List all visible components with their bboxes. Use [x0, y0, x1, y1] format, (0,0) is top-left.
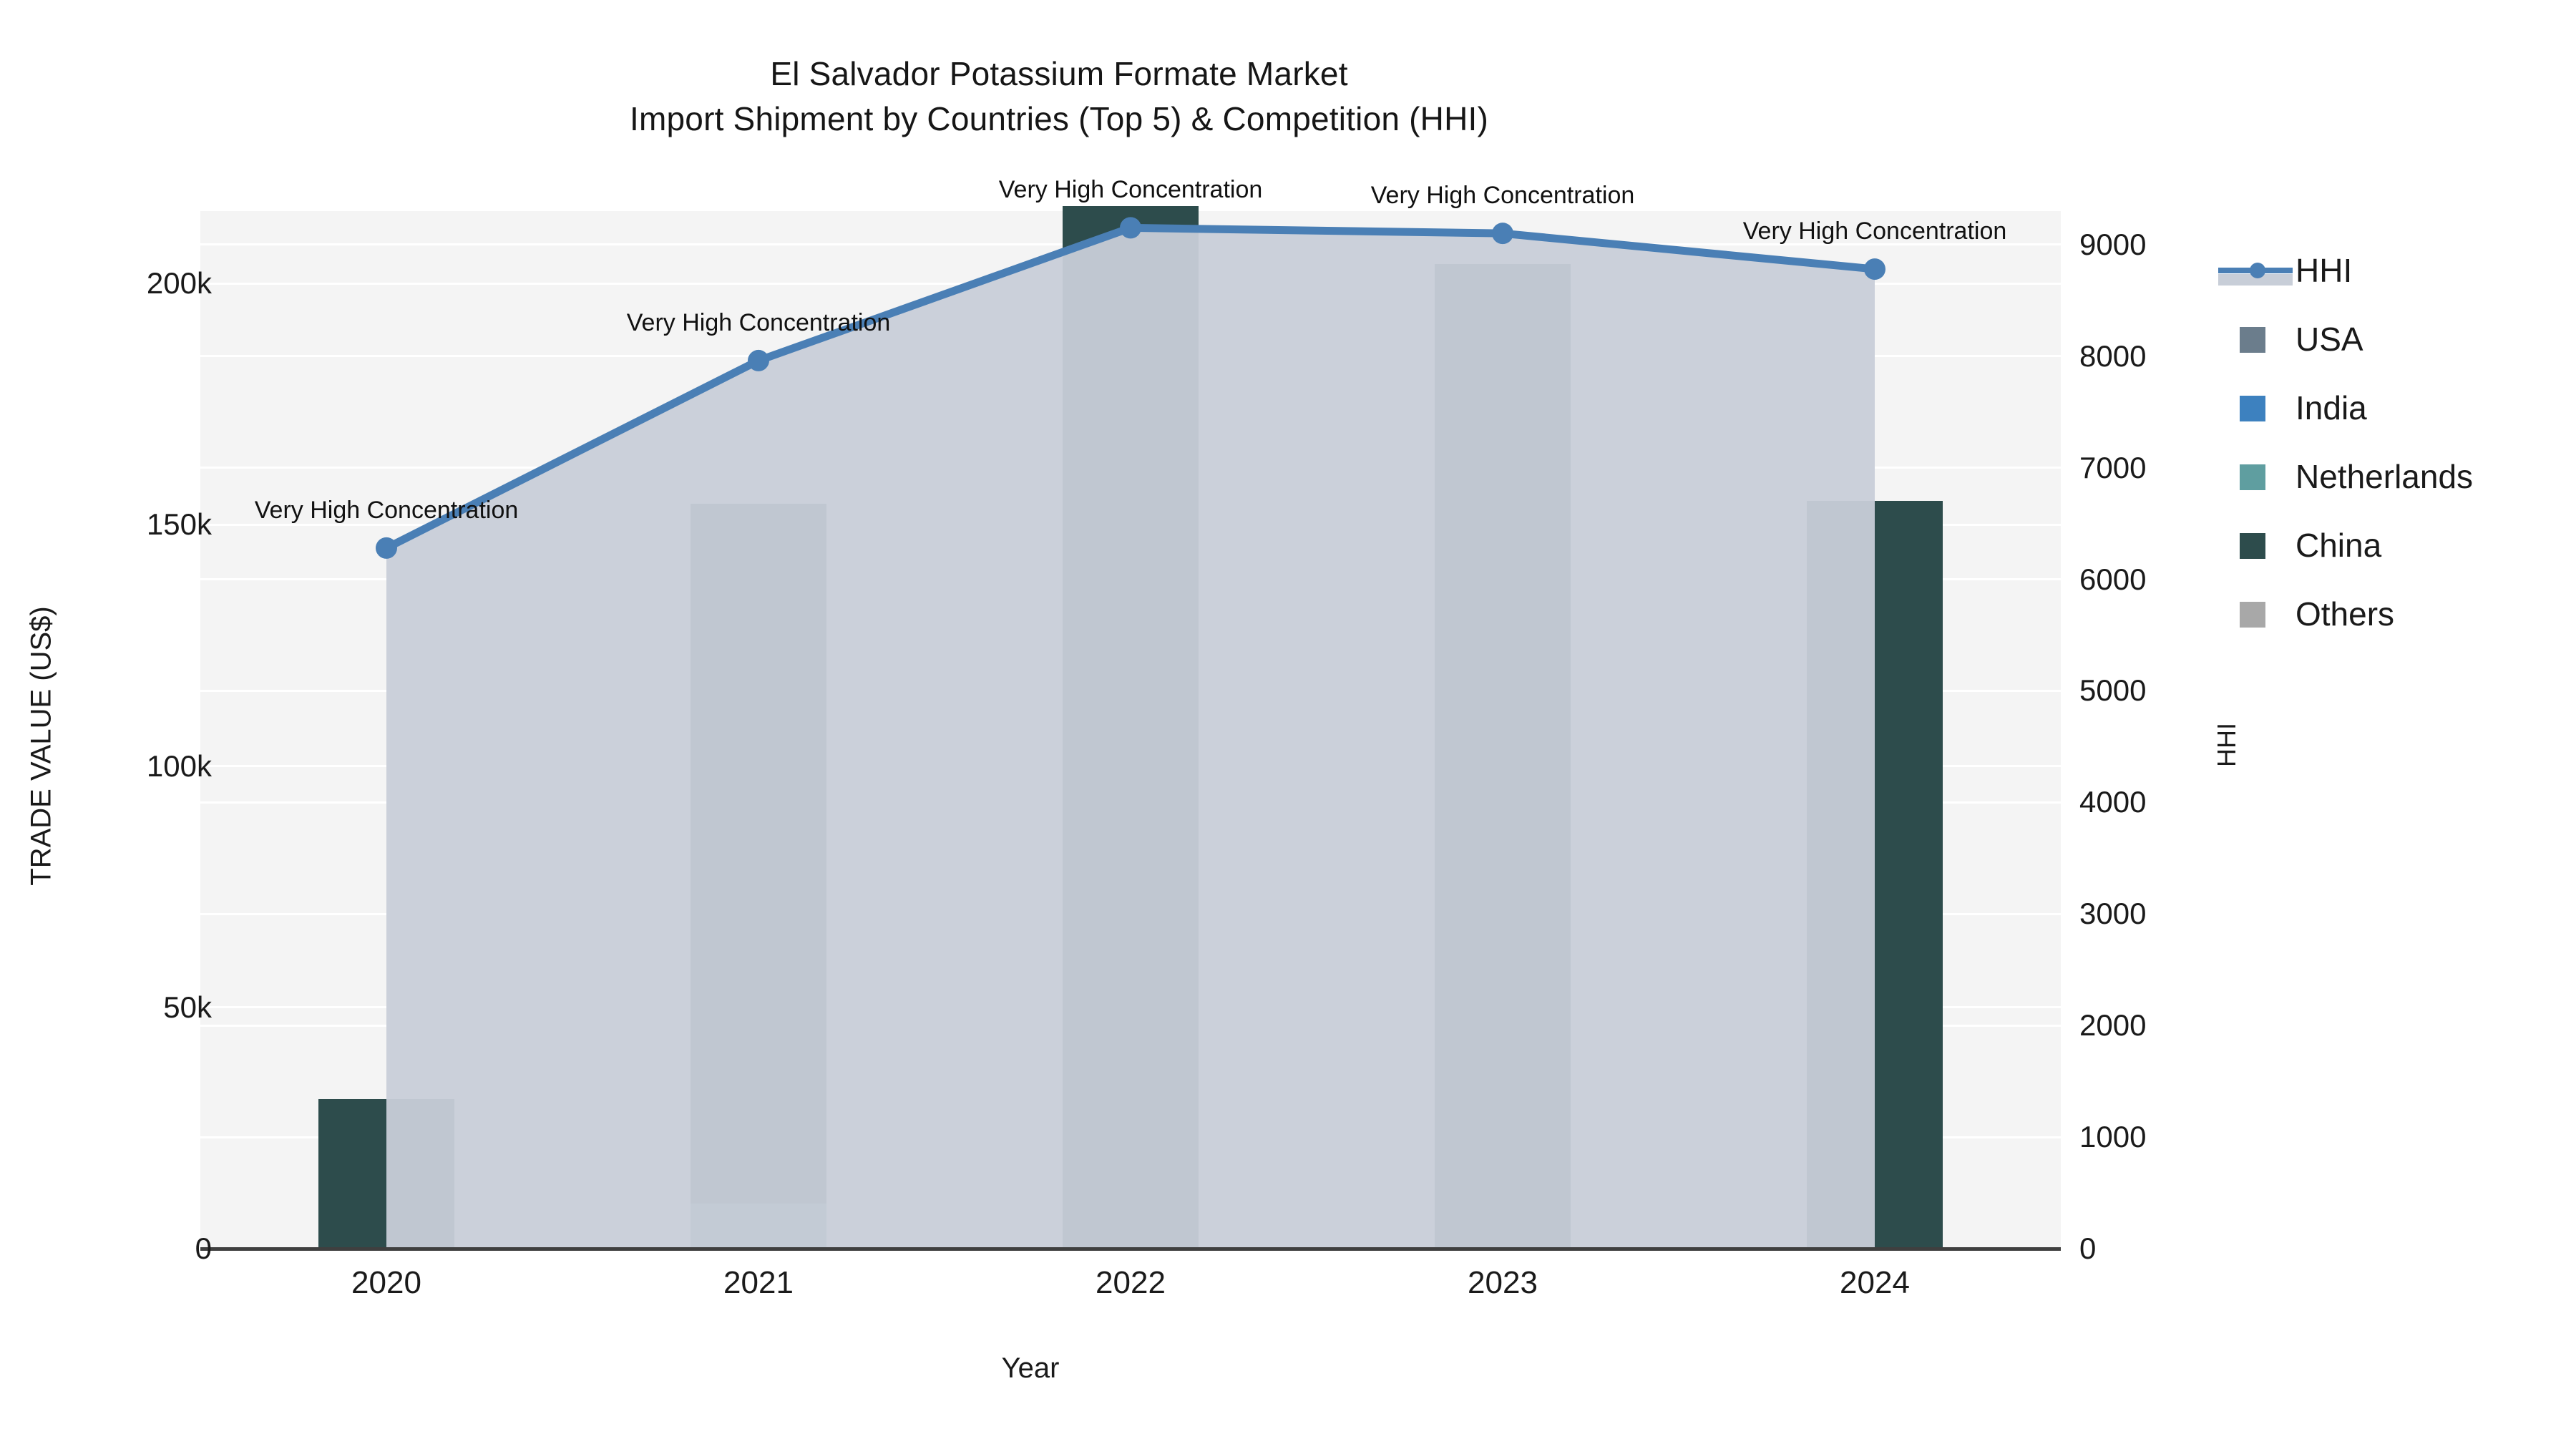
annotation-2020: Very High Concentration — [254, 496, 519, 524]
legend-color-swatch-icon — [2218, 387, 2296, 429]
x-axis-tick-2022: 2022 — [1096, 1265, 1166, 1300]
legend-item-label: India — [2296, 389, 2367, 426]
legend-color-swatch — [2240, 533, 2265, 559]
x-axis-tick-2024: 2024 — [1840, 1265, 1910, 1300]
y-axis-right-tick: 1000 — [2079, 1120, 2147, 1154]
y-axis-right-tick: 4000 — [2079, 785, 2147, 819]
y-axis-right-tick: 2000 — [2079, 1008, 2147, 1043]
hhi-point-2020[interactable] — [376, 537, 397, 559]
legend-item-china[interactable]: China — [2218, 511, 2562, 580]
legend-item-others[interactable]: Others — [2218, 580, 2562, 648]
y-axis-right-tick: 3000 — [2079, 897, 2147, 931]
y-axis-left-tick: 200k — [146, 266, 212, 301]
legend-color-swatch — [2240, 396, 2265, 421]
legend-color-swatch-icon — [2218, 593, 2296, 635]
legend-item-label: Others — [2296, 595, 2395, 633]
legend-item-label: USA — [2296, 321, 2363, 358]
annotation-2022: Very High Concentration — [998, 176, 1263, 204]
hhi-line-series — [376, 217, 1885, 1249]
legend-color-swatch-icon — [2218, 456, 2296, 497]
y-axis-right-tick: 0 — [2079, 1231, 2097, 1265]
y-axis-right-title: HHI — [2212, 723, 2241, 767]
hhi-area-fill — [386, 228, 1875, 1249]
y-axis-right-tick: 7000 — [2079, 450, 2147, 484]
x-axis-tick-2023: 2023 — [1468, 1265, 1538, 1300]
legend-area-swatch — [2218, 274, 2293, 286]
title-line-2: Import Shipment by Countries (Top 5) & C… — [630, 100, 1488, 138]
legend-item-hhi[interactable]: HHI — [2218, 236, 2562, 305]
annotation-2023: Very High Concentration — [1370, 182, 1635, 210]
hhi-point-2022[interactable] — [1120, 217, 1141, 239]
legend-item-usa[interactable]: USA — [2218, 305, 2562, 374]
title-line-1: El Salvador Potassium Formate Market — [770, 55, 1348, 92]
plot-area — [200, 206, 2061, 1249]
y-axis-left-title: TRADE VALUE (US$) — [25, 606, 57, 886]
legend: HHI USA India Netherlands China Others — [2218, 236, 2562, 648]
legend-color-swatch — [2240, 602, 2265, 628]
hhi-point-2021[interactable] — [748, 349, 769, 371]
y-axis-left-tick: 100k — [146, 748, 212, 783]
y-axis-right-tick: 6000 — [2079, 562, 2147, 596]
hhi-point-2023[interactable] — [1492, 223, 1513, 245]
legend-item-label: China — [2296, 527, 2382, 564]
y-axis-left-tick: 150k — [146, 507, 212, 542]
legend-color-swatch-icon — [2218, 318, 2296, 360]
y-axis-right-tick: 9000 — [2079, 227, 2147, 261]
x-axis-line — [200, 1247, 2061, 1251]
annotation-2021: Very High Concentration — [626, 308, 891, 336]
y-axis-right-tick: 5000 — [2079, 673, 2147, 708]
legend-color-swatch — [2240, 327, 2265, 353]
annotation-2024: Very High Concentration — [1742, 218, 2007, 245]
legend-color-swatch-icon — [2218, 525, 2296, 566]
page-title: El Salvador Potassium Formate Market Imp… — [0, 52, 2118, 142]
legend-color-swatch — [2240, 464, 2265, 490]
legend-item-label: Netherlands — [2296, 458, 2474, 495]
legend-item-netherlands[interactable]: Netherlands — [2218, 442, 2562, 511]
y-axis-left-tick: 0 — [195, 1231, 212, 1265]
hhi-point-2024[interactable] — [1864, 258, 1885, 280]
legend-item-india[interactable]: India — [2218, 374, 2562, 442]
y-axis-left-tick: 50k — [163, 990, 212, 1024]
y-axis-right-tick: 8000 — [2079, 338, 2147, 373]
x-axis-tick-2020: 2020 — [351, 1265, 421, 1300]
legend-line-icon — [2218, 250, 2296, 291]
legend-item-label: HHI — [2296, 252, 2353, 289]
x-axis-title: Year — [1001, 1352, 1060, 1384]
x-axis-tick-2021: 2021 — [723, 1265, 794, 1300]
legend-line-marker — [2250, 263, 2265, 278]
